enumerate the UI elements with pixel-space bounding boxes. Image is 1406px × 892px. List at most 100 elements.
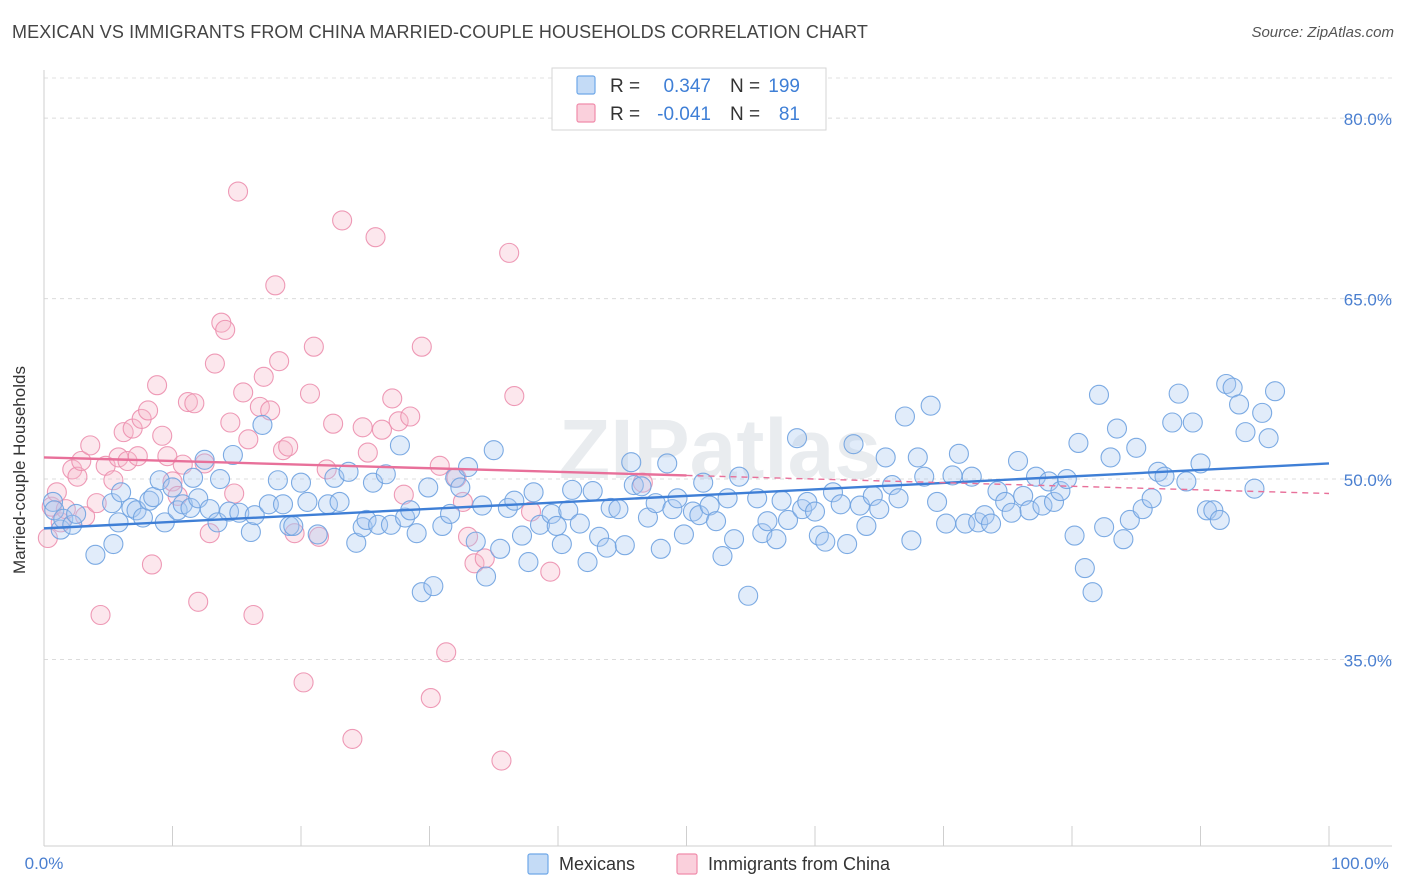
data-point-mexicans bbox=[1001, 502, 1022, 523]
data-point-mexicans bbox=[920, 395, 941, 416]
data-point-mexicans bbox=[1222, 377, 1243, 398]
data-point-mexicans bbox=[1235, 422, 1256, 443]
data-point-mexicans bbox=[411, 582, 432, 603]
trend-line-china bbox=[43, 456, 687, 477]
data-point-china bbox=[400, 406, 421, 427]
data-point-china bbox=[71, 450, 92, 472]
data-point-mexicans bbox=[1032, 495, 1053, 516]
data-point-mexicans bbox=[856, 515, 877, 537]
legend-box bbox=[551, 67, 827, 131]
data-point-mexicans bbox=[418, 477, 439, 498]
data-point-china bbox=[131, 408, 152, 429]
data-point-china bbox=[138, 400, 159, 421]
data-point-mexicans bbox=[673, 524, 694, 545]
data-point-china bbox=[504, 385, 525, 407]
data-point-mexicans bbox=[218, 501, 240, 522]
data-point-mexicans bbox=[621, 452, 642, 473]
data-point-china bbox=[436, 642, 457, 663]
data-point-china bbox=[332, 210, 353, 231]
data-point-china bbox=[411, 336, 432, 357]
data-point-mexicans bbox=[1113, 529, 1134, 550]
data-point-mexicans bbox=[389, 435, 410, 456]
legend-top: R = 0.347 N = 199 R = -0.041 N = 81 bbox=[551, 67, 827, 131]
data-point-china bbox=[224, 483, 245, 504]
legend-n-label-2: N = bbox=[730, 104, 760, 125]
data-point-mexicans bbox=[907, 447, 928, 468]
data-point-china bbox=[352, 417, 373, 438]
data-point-china bbox=[323, 413, 344, 434]
data-point-mexicans bbox=[490, 538, 511, 559]
data-point-mexicans bbox=[875, 447, 896, 468]
data-point-mexicans bbox=[395, 507, 416, 528]
data-point-mexicans bbox=[901, 530, 922, 551]
series-immigrants-from-china bbox=[37, 181, 653, 771]
data-point-mexicans bbox=[244, 505, 265, 526]
data-point-mexicans bbox=[948, 443, 969, 464]
data-point-mexicans bbox=[662, 499, 683, 520]
data-point-mexicans bbox=[457, 456, 479, 478]
data-point-mexicans bbox=[808, 525, 829, 546]
watermark: ZIPatlas bbox=[559, 402, 881, 496]
data-point-mexicans bbox=[888, 488, 909, 509]
data-point-mexicans bbox=[432, 515, 453, 537]
legend-swatch-pink bbox=[576, 103, 596, 123]
data-point-mexicans bbox=[869, 499, 890, 520]
data-point-mexicans bbox=[631, 476, 652, 497]
data-point-mexicans bbox=[1094, 517, 1115, 538]
data-point-mexicans bbox=[483, 440, 504, 461]
data-point-mexicans bbox=[1106, 418, 1128, 439]
data-point-mexicans bbox=[103, 533, 124, 555]
data-point-mexicans bbox=[596, 537, 617, 558]
data-point-china bbox=[199, 523, 220, 544]
data-point-china bbox=[371, 419, 393, 440]
data-point-mexicans bbox=[927, 491, 948, 512]
source-label: Source: ZipAtlas.com bbox=[1251, 24, 1394, 41]
data-point-china bbox=[184, 393, 205, 414]
data-point-china bbox=[67, 466, 88, 487]
data-point-china bbox=[393, 484, 414, 505]
data-point-mexicans bbox=[729, 466, 750, 487]
data-point-mexicans bbox=[1203, 500, 1224, 521]
data-point-mexicans bbox=[222, 444, 243, 466]
series-mexicans bbox=[42, 373, 1286, 606]
data-point-china bbox=[284, 523, 305, 544]
legend-r-value-2: -0.041 bbox=[657, 104, 711, 125]
data-point-mexicans bbox=[699, 495, 720, 516]
legend-bottom: Mexicans Immigrants from China bbox=[527, 853, 891, 875]
data-point-mexicans bbox=[987, 481, 1008, 502]
data-point-mexicans bbox=[518, 552, 539, 573]
data-point-china bbox=[177, 392, 198, 413]
grid-lines bbox=[44, 77, 1392, 661]
legend-label-mexicans: Mexicans bbox=[559, 854, 635, 874]
data-point-mexicans bbox=[980, 513, 1002, 534]
data-point-mexicans bbox=[307, 524, 328, 545]
data-point-mexicans bbox=[650, 538, 671, 559]
data-point-china bbox=[303, 336, 324, 357]
data-point-china bbox=[215, 319, 236, 340]
data-point-china bbox=[382, 388, 403, 409]
data-point-mexicans bbox=[974, 505, 995, 526]
data-point-mexicans bbox=[375, 464, 396, 485]
data-point-china bbox=[103, 470, 124, 491]
data-point-mexicans bbox=[475, 566, 497, 587]
data-point-mexicans bbox=[1082, 582, 1103, 603]
legend-swatch-blue bbox=[576, 75, 596, 95]
data-point-china bbox=[269, 351, 290, 372]
data-point-mexicans bbox=[1119, 509, 1140, 531]
data-point-china bbox=[220, 412, 241, 433]
data-point-china bbox=[238, 429, 259, 450]
data-point-mexicans bbox=[712, 546, 733, 567]
data-point-mexicans bbox=[1264, 381, 1286, 402]
data-point-mexicans bbox=[267, 470, 288, 491]
x-tick-label-min: 0.0% bbox=[25, 854, 64, 873]
data-point-china bbox=[86, 493, 107, 514]
data-point-mexicans bbox=[66, 503, 87, 524]
data-point-china bbox=[499, 242, 520, 263]
data-point-mexicans bbox=[42, 491, 64, 512]
data-point-mexicans bbox=[406, 523, 427, 544]
data-point-mexicans bbox=[936, 513, 957, 534]
data-point-mexicans bbox=[541, 503, 562, 524]
data-point-mexicans bbox=[252, 414, 273, 435]
trend-line-china-extrapolated bbox=[686, 474, 1330, 495]
